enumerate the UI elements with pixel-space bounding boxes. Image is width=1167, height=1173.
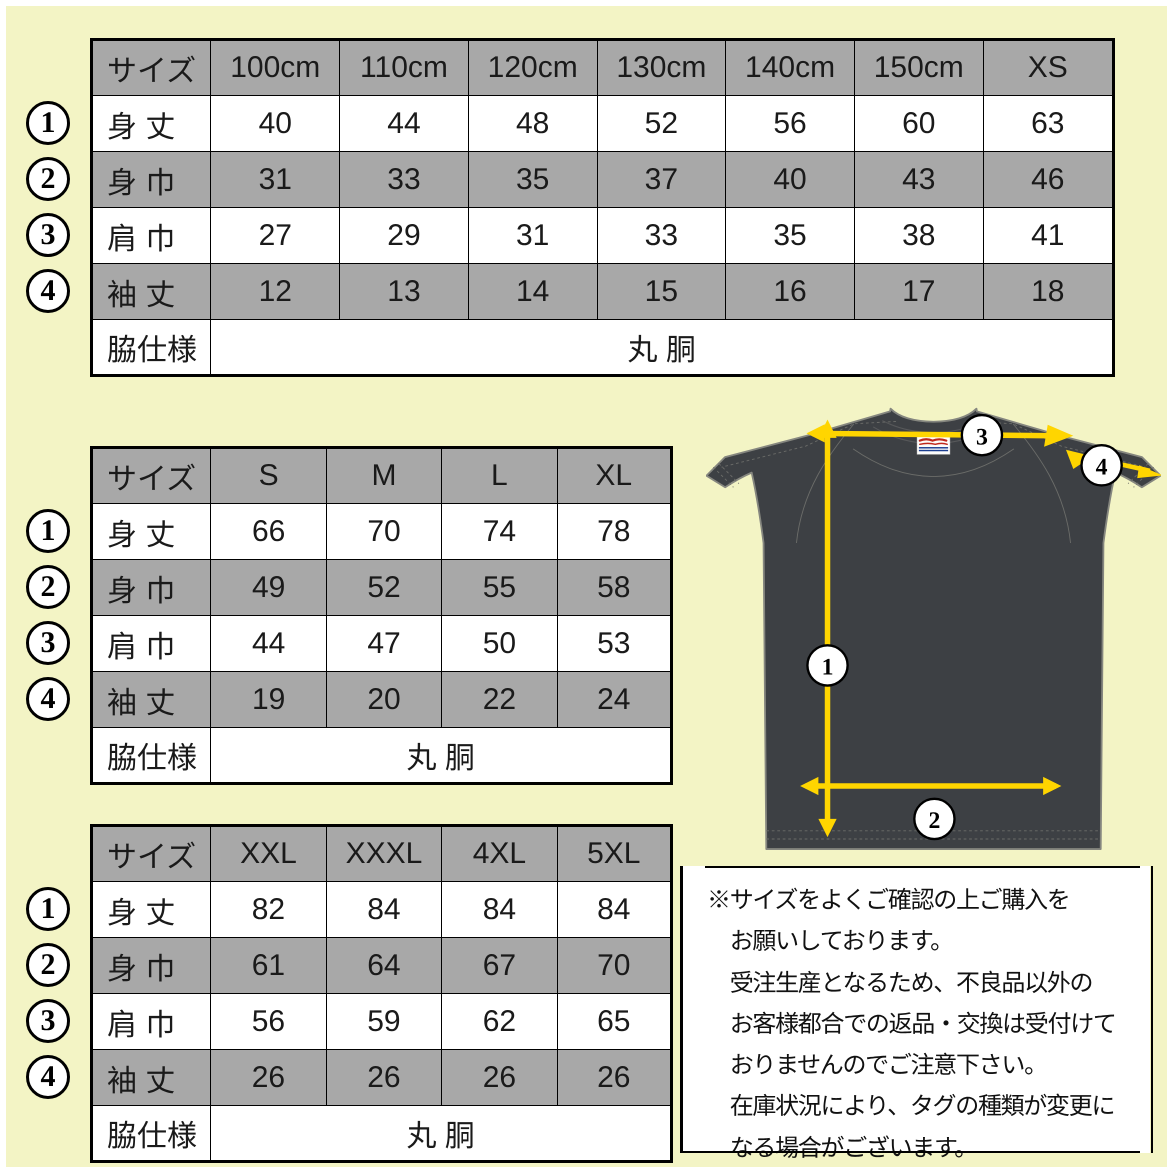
svg-text:1: 1 [822, 654, 834, 680]
svg-text:4: 4 [1096, 453, 1108, 479]
svg-text:2: 2 [928, 807, 940, 833]
svg-text:3: 3 [976, 423, 988, 449]
